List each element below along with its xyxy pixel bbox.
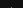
Text: $r_2$: $r_2$ [2, 0, 23, 8]
Text: distance: distance [0, 0, 23, 2]
Text: ←distance→: ←distance→ [0, 0, 23, 2]
Text: $r_1$: $r_1$ [0, 0, 22, 8]
